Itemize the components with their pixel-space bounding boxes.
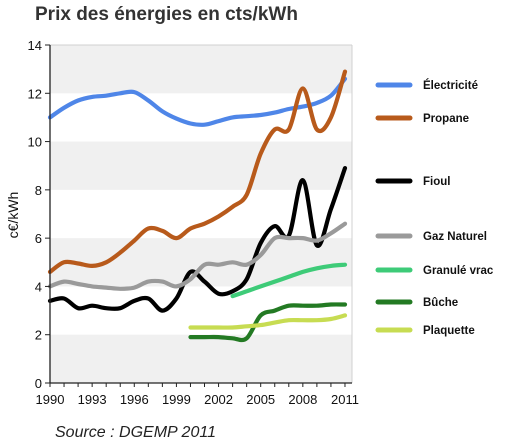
- y-tick-label: 10: [28, 135, 42, 150]
- series-line-fioul: [47, 166, 348, 313]
- series-line-buche: [188, 302, 348, 343]
- legend-label-buche: Bûche: [423, 297, 458, 309]
- y-tick-label: 6: [35, 231, 42, 246]
- source-note: Source : DGEMP 2011: [55, 424, 216, 441]
- x-tick-label: 1990: [36, 392, 65, 407]
- y-tick-label: 0: [35, 376, 42, 391]
- x-tick-label: 1993: [78, 392, 107, 407]
- y-tick-label: 14: [28, 38, 42, 53]
- x-tick-label: 2002: [204, 392, 233, 407]
- series-line-gaz-naturel: [47, 221, 348, 291]
- x-tick-label: 2011: [331, 392, 359, 407]
- x-tick-label: 1999: [162, 392, 191, 407]
- x-tick-label: 2005: [246, 392, 275, 407]
- legend-label-granule-vrac: Granulé vrac: [423, 265, 494, 277]
- legend-label-plaquette: Plaquette: [423, 325, 475, 337]
- series-line-plaquette: [188, 313, 348, 330]
- y-tick-label: 12: [28, 86, 42, 101]
- grid-band: [50, 45, 352, 94]
- chart-legend: Électricité Propane Fioul Gaz Naturel Granul…: [375, 79, 494, 337]
- x-tick-label: 1996: [120, 392, 149, 407]
- y-axis-label: c€/kWh: [5, 192, 21, 239]
- chart-title: Prix des énergies en cts/kWh: [35, 4, 298, 25]
- y-tick-label: 8: [35, 183, 42, 198]
- y-tick-label: 2: [35, 328, 42, 343]
- series-line-propane: [47, 69, 348, 274]
- grid-band: [50, 141, 352, 190]
- legend-label-fioul: Fioul: [423, 176, 450, 188]
- series-lines: [47, 69, 348, 343]
- series-line-granule-vrac: [230, 262, 348, 299]
- x-tick-label: 2008: [288, 392, 317, 407]
- grid-band: [50, 334, 352, 383]
- y-tick-label: 4: [35, 279, 42, 294]
- legend-label-electricite: Électricité: [423, 79, 478, 92]
- legend-label-propane: Propane: [423, 113, 469, 125]
- chart-axes: 0 2 4 6 8 10 12 14 1990 1993 1996 1999 2002 2005 2008 2…: [28, 38, 359, 407]
- legend-label-gaz-naturel: Gaz Naturel: [423, 231, 487, 243]
